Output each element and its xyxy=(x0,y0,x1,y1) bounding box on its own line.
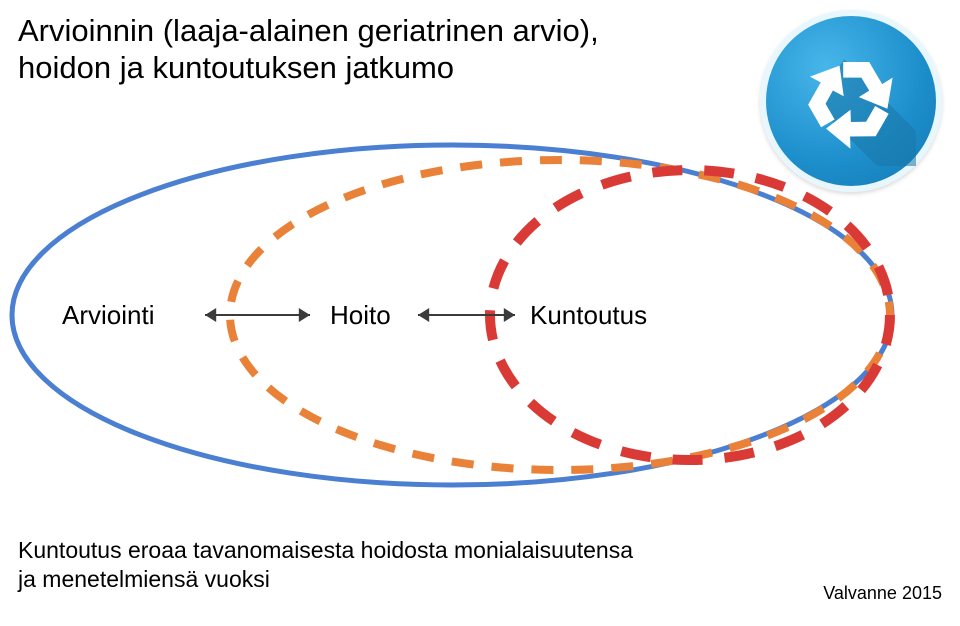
label-hoito: Hoito xyxy=(330,300,391,331)
caption: Kuntoutus eroaa tavanomaisesta hoidosta … xyxy=(18,536,638,594)
venn-diagram: Arviointi Hoito Kuntoutus xyxy=(0,130,910,500)
caption-line-2: ja menetelmiensä vuoksi xyxy=(18,566,270,592)
double-arrow-1 xyxy=(205,308,310,322)
double-arrow-2 xyxy=(418,308,515,322)
label-arviointi: Arviointi xyxy=(62,300,154,331)
title-line-1: Arvioinnin (laaja-alainen geriatrinen ar… xyxy=(18,13,599,48)
citation: Valvanne 2015 xyxy=(823,583,942,604)
caption-line-1: Kuntoutus eroaa tavanomaisesta hoidosta … xyxy=(18,537,633,563)
label-kuntoutus: Kuntoutus xyxy=(530,300,647,331)
title-line-2: hoidon ja kuntoutuksen jatkumo xyxy=(18,50,454,85)
slide-title: Arvioinnin (laaja-alainen geriatrinen ar… xyxy=(18,12,618,86)
slide: Arvioinnin (laaja-alainen geriatrinen ar… xyxy=(0,0,960,626)
